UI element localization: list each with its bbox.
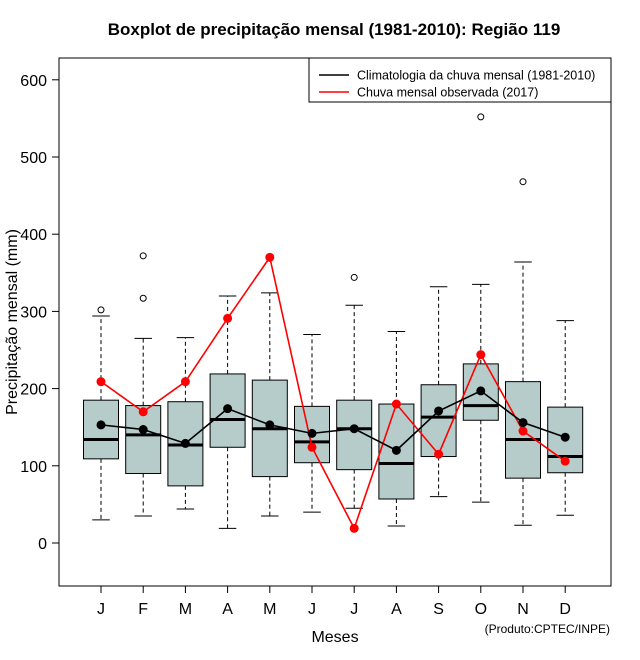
- outlier-9-0: [477, 113, 485, 121]
- x-tick-label-7: A: [391, 601, 402, 618]
- outlier-1-1: [139, 252, 147, 260]
- series-point-0-7: [391, 445, 401, 455]
- box-D-11: [547, 320, 584, 516]
- series-line-1: [100, 255, 566, 531]
- legend-label-1: Chuva mensal observada (2017): [357, 86, 538, 100]
- x-tick-label-10: N: [517, 601, 529, 618]
- y-tick-label-600: 600: [20, 73, 47, 90]
- series-point-1-7: [391, 399, 401, 409]
- x-tick-label-4: M: [263, 601, 276, 618]
- series-point-1-5: [307, 442, 317, 452]
- series-1: [96, 252, 570, 533]
- series-point-1-2: [180, 377, 190, 387]
- box-F-1: [125, 252, 162, 517]
- box-S-8: [420, 286, 457, 498]
- series-point-1-0: [96, 377, 106, 387]
- y-tick-label-100: 100: [20, 459, 47, 476]
- outlier-0-0: [97, 306, 105, 314]
- box-body-1: [125, 405, 162, 475]
- box-body-0: [83, 399, 119, 460]
- y-axis-label: Precipitação mensal (mm): [4, 229, 21, 415]
- box-O-9: [462, 113, 499, 503]
- y-tick-label-0: 0: [38, 536, 47, 553]
- outlier-10-0: [519, 178, 527, 186]
- box-J-0: [83, 306, 119, 521]
- box-A-7: [378, 330, 415, 527]
- outlier-1-0: [139, 294, 147, 302]
- legend-box: [308, 57, 612, 103]
- x-tick-label-5: J: [308, 601, 316, 618]
- series-point-1-4: [265, 252, 275, 262]
- x-tick-label-6: J: [350, 601, 358, 618]
- legend-label-0: Climatologia da chuva mensal (1981-2010): [357, 69, 595, 83]
- x-tick-label-1: F: [138, 601, 148, 618]
- x-axis-label: Meses: [311, 629, 358, 646]
- series-point-1-1: [138, 407, 148, 417]
- series-line-0: [100, 389, 566, 452]
- legend: Climatologia da chuva mensal (1981-2010)…: [308, 57, 612, 103]
- series-point-0-3: [223, 404, 233, 414]
- box-N-10: [505, 178, 541, 526]
- box-A-3: [209, 295, 246, 529]
- y-tick-label-200: 200: [20, 382, 47, 399]
- box-M-4: [251, 292, 288, 517]
- series-point-0-5: [307, 428, 317, 438]
- series-point-1-6: [349, 523, 359, 533]
- x-tick-label-0: J: [97, 601, 105, 618]
- box-J-5: [294, 334, 330, 513]
- series-point-1-3: [223, 313, 233, 323]
- credit-label: (Produto:CPTEC/INPE): [485, 622, 610, 636]
- chart-title: Boxplot de precipitação mensal (1981-201…: [108, 20, 561, 39]
- box-body-5: [294, 405, 330, 464]
- series-point-1-8: [434, 449, 444, 459]
- series-point-0-4: [265, 420, 275, 430]
- box-body-8: [420, 384, 457, 458]
- axes-layer: 0 100 200 300 400 500 600 J F M A M J J A S O N D: [20, 73, 571, 618]
- x-tick-label-8: S: [433, 601, 444, 618]
- boxes-layer: [83, 113, 584, 529]
- series-point-0-10: [518, 418, 528, 428]
- series-point-0-9: [476, 386, 486, 396]
- series-0: [96, 386, 570, 455]
- box-J-6: [336, 273, 373, 509]
- y-tick-label-500: 500: [20, 150, 47, 167]
- series-point-0-1: [138, 425, 148, 435]
- x-tick-label-3: A: [222, 601, 233, 618]
- series-layer: [96, 252, 570, 533]
- y-tick-label-300: 300: [20, 304, 47, 321]
- y-tick-label-400: 400: [20, 227, 47, 244]
- x-tick-label-2: M: [179, 601, 192, 618]
- series-point-1-10: [518, 426, 528, 436]
- series-point-0-0: [96, 420, 106, 430]
- x-tick-label-9: O: [475, 601, 487, 618]
- series-point-1-11: [560, 456, 570, 466]
- series-point-0-8: [434, 406, 444, 416]
- x-tick-label-11: D: [559, 601, 571, 618]
- plot-frame: [58, 57, 612, 587]
- outlier-6-0: [350, 273, 358, 281]
- series-point-0-11: [560, 432, 570, 442]
- series-point-0-2: [180, 438, 190, 448]
- series-point-1-9: [476, 350, 486, 360]
- series-point-0-6: [349, 424, 359, 434]
